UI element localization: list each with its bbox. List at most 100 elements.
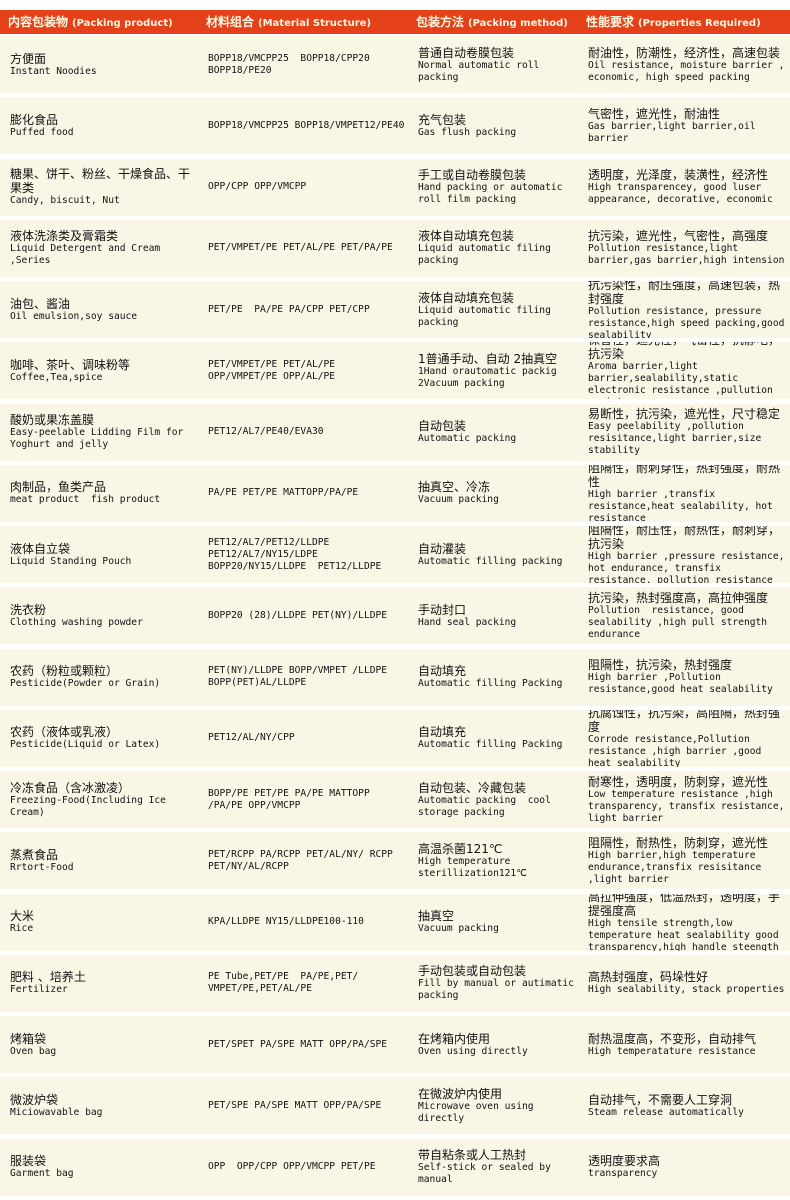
table-row: 液体洗涤类及膏霜类 Liquid Detergent and Cream ,Ser… bbox=[0, 219, 790, 277]
cell-properties-required: 抗污染，热封强度高，高拉伸强度 Pollution resistance, goo… bbox=[584, 587, 790, 645]
method-en: Liquid automatic filing packing bbox=[418, 304, 557, 328]
cell-material-structure: PET/SPET PA/SPE MATT OPP/PA/SPE bbox=[202, 1016, 412, 1073]
cell-packing-method: 抽真空、冷冻 Vacuum packing bbox=[412, 464, 584, 522]
cell-packing-product: 蒸煮食品 Rrtort-Food bbox=[0, 832, 202, 890]
cell-material-structure: PET/PE PA/PE PA/CPP PET/CPP bbox=[202, 281, 412, 338]
cell-packing-method: 带自粘条或人工热封 Self-stick or sealed by manual bbox=[412, 1138, 584, 1196]
cell-material-structure: PA/PE PET/PE MATTOPP/PA/PE bbox=[202, 464, 412, 522]
product-cn: 液体自立袋 bbox=[10, 541, 71, 556]
cell-packing-method: 抽真空 Vacuum packing bbox=[412, 893, 584, 951]
cell-properties-required: 抗污染性，耐压强度，高速包装，热封强度 Pollution resistance,… bbox=[584, 281, 790, 338]
method-en: Oven using directly bbox=[418, 1045, 528, 1057]
cell-properties-required: 抗污染，遮光性，气密性，高强度 Pollution resistance,ligh… bbox=[584, 219, 790, 277]
header-packing-method: 包装方法 (Packing method) bbox=[416, 15, 582, 29]
material-text: PET(NY)/LLDPE BOPP/VMPET /LLDPE BOPP(PET… bbox=[208, 665, 393, 688]
cell-material-structure: PET/VMPET/PE PET/AL/PE PET/PA/PE bbox=[202, 219, 412, 277]
product-en: Oil emulsion,soy sauce bbox=[10, 310, 138, 322]
product-en: Liquid Standing Pouch bbox=[10, 555, 132, 567]
product-cn: 方便面 bbox=[10, 51, 47, 66]
header-en: (Packing product) bbox=[72, 18, 173, 29]
header-en: (Material Structure) bbox=[258, 18, 372, 29]
properties-cn: 抗腐蚀性，抗污染，高阻隔，热封强度 bbox=[588, 709, 781, 735]
cell-properties-required: 透明度要求高 transparency bbox=[584, 1138, 790, 1196]
material-text: OPP OPP/CPP OPP/VMCPP PET/PE bbox=[208, 1161, 376, 1172]
table-row: 酸奶或果冻盖膜 Easy-peelable Lidding Film for Yo… bbox=[0, 403, 790, 461]
cell-packing-method: 在烤箱内使用 Oven using directly bbox=[412, 1016, 584, 1073]
product-en: Coffee,Tea,spice bbox=[10, 371, 103, 383]
product-en: Puffed food bbox=[10, 126, 74, 138]
cell-packing-product: 咖啡、茶叶、调味粉等 Coffee,Tea,spice bbox=[0, 342, 202, 400]
cell-packing-method: 手动封口 Hand seal packing bbox=[412, 587, 584, 645]
header-cn: 材料组合 bbox=[206, 15, 255, 29]
table-row: 蒸煮食品 Rrtort-Food PET/RCPP PA/RCPP PET/AL/N… bbox=[0, 832, 790, 890]
material-text: PET12/AL7/PE40/EVA30 bbox=[208, 426, 324, 437]
product-en: Rice bbox=[10, 923, 34, 934]
cell-material-structure: BOPP18/VMCPP25 BOPP18/VMPET12/PE40 bbox=[202, 97, 412, 155]
table-row: 液体自立袋 Liquid Standing Pouch PET12/AL7/PET1… bbox=[0, 526, 790, 583]
properties-en: transparency bbox=[588, 1168, 658, 1179]
header-cn: 性能要求 bbox=[586, 15, 635, 29]
product-en: Liquid Detergent and Cream ,Series bbox=[10, 243, 166, 267]
method-en: Liquid automatic filing packing bbox=[418, 243, 557, 267]
properties-en: High barrier ,transfix resistance,heat s… bbox=[588, 489, 779, 522]
properties-cn: 耐热温度高，不变形，自动排气 bbox=[588, 1031, 757, 1046]
cell-properties-required: 气密性，遮光性，耐油性 Gas barrier,light barrier,oil… bbox=[584, 97, 790, 155]
material-text: BOPP18/VMCPP25 BOPP18/VMPET12/PE40 bbox=[208, 119, 405, 131]
table-row: 冷冻食品（含冰激凌） Freezing-Food(Including Ice Cr… bbox=[0, 771, 790, 828]
cell-packing-product: 微波炉袋 Miciowavable bag bbox=[0, 1077, 202, 1135]
method-en: Automatic filling Packing bbox=[418, 678, 563, 689]
method-en: Vacuum packing bbox=[418, 494, 499, 506]
cell-packing-method: 液体自动填充包装 Liquid automatic filing packing bbox=[412, 281, 584, 338]
material-text: BOPP18/VMCPP25 BOPP18/CPP20 BOPP18/PE20 bbox=[208, 52, 376, 76]
method-cn: 自动灌装 bbox=[418, 541, 467, 556]
product-en: meat product fish product bbox=[10, 494, 161, 506]
material-text: PET/RCPP PA/RCPP PET/AL/NY/ RCPP PET/NY/… bbox=[208, 848, 399, 872]
method-cn: 液体自动填充包装 bbox=[418, 229, 515, 244]
properties-cn: 阻隔性，耐热性，防刺穿，遮光性 bbox=[588, 835, 769, 850]
method-en: Normal automatic roll packing bbox=[418, 59, 546, 83]
product-cn: 肉制品，鱼类产品 bbox=[10, 480, 107, 495]
method-cn: 自动填充 bbox=[418, 664, 467, 678]
table-header: 内容包装物 (Packing product) 材料组合 (Material Str… bbox=[0, 10, 790, 34]
cell-packing-product: 液体自立袋 Liquid Standing Pouch bbox=[0, 526, 202, 583]
cell-properties-required: 高热封强度，码垛性好 High sealability, stack proper… bbox=[584, 954, 790, 1012]
method-cn: 高温杀菌121℃ bbox=[418, 841, 503, 856]
material-text: KPA/LLDPE NY15/LLDPE100-110 bbox=[208, 916, 364, 927]
method-cn: 在微波炉内使用 bbox=[418, 1086, 503, 1101]
method-en: Hand seal packing bbox=[418, 616, 517, 628]
table-row: 微波炉袋 Miciowavable bag PET/SPE PA/SPE MATT … bbox=[0, 1077, 790, 1135]
header-material-structure: 材料组合 (Material Structure) bbox=[206, 15, 410, 29]
method-cn: 在烤箱内使用 bbox=[418, 1031, 491, 1046]
method-en: Gas flush packing bbox=[418, 126, 517, 138]
material-text: PA/PE PET/PE MATTOPP/PA/PE bbox=[208, 487, 359, 499]
product-cn: 洗衣粉 bbox=[10, 602, 47, 617]
method-cn: 自动填充 bbox=[418, 725, 467, 740]
method-cn: 抽真空、冷冻 bbox=[418, 480, 491, 495]
product-cn: 油包、酱油 bbox=[10, 296, 71, 311]
cell-material-structure: PE Tube,PET/PE PA/PE,PET/ VMPET/PE,PET/A… bbox=[202, 954, 412, 1012]
material-text: PET/VMPET/PE PET/AL/PE OPP/VMPET/PE OPP/… bbox=[208, 358, 341, 382]
material-text: PET12/AL7/PET12/LLDPE PET12/AL7/NY15/LDP… bbox=[208, 536, 382, 572]
cell-properties-required: 耐热温度高，不变形，自动排气 High temperatature resista… bbox=[584, 1016, 790, 1073]
properties-cn: 抗污染性，耐压强度，高速包装，热封强度 bbox=[588, 281, 781, 306]
method-cn: 手动包装或自动包装 bbox=[418, 964, 527, 979]
header-en: (Properties Required) bbox=[638, 18, 761, 29]
material-text: BOPP20 (28)/LLDPE PET(NY)/LLDPE bbox=[208, 609, 388, 621]
cell-material-structure: PET12/AL/NY/CPP bbox=[202, 709, 412, 767]
cell-packing-product: 肥料 、培养土 Fertilizer bbox=[0, 954, 202, 1012]
cell-packing-product: 大米 Rice bbox=[0, 893, 202, 951]
properties-en: Corrode resistance,Pollution resistance … bbox=[588, 734, 768, 767]
product-cn: 肥料 、培养土 bbox=[10, 970, 86, 985]
table-row: 膨化食品 Puffed food BOPP18/VMCPP25 BOPP18/VMP… bbox=[0, 97, 790, 155]
properties-cn: 阻隔性，抗污染，热封强度 bbox=[588, 658, 733, 672]
method-cn: 手工或自动卷膜包装 bbox=[418, 168, 527, 182]
product-cn: 糖果、饼干、粉丝、干燥食品、干果类 bbox=[10, 167, 191, 195]
properties-cn: 气密性，遮光性，耐油性 bbox=[588, 106, 721, 121]
cell-packing-product: 农药（液体或乳液） Pesticide(Liquid or Latex) bbox=[0, 709, 202, 767]
table-row: 服装袋 Garment bag OPP OPP/CPP OPP/VMCPP PET/… bbox=[0, 1138, 790, 1196]
method-cn: 液体自动填充包装 bbox=[418, 290, 515, 305]
table-row: 农药（粉粒或颗粒） Pesticide(Powder or Grain) PET(N… bbox=[0, 648, 790, 706]
cell-packing-product: 酸奶或果冻盖膜 Easy-peelable Lidding Film for Yo… bbox=[0, 403, 202, 461]
properties-cn: 阻隔性，耐刺穿性，热封强度，耐热性 bbox=[588, 464, 781, 490]
